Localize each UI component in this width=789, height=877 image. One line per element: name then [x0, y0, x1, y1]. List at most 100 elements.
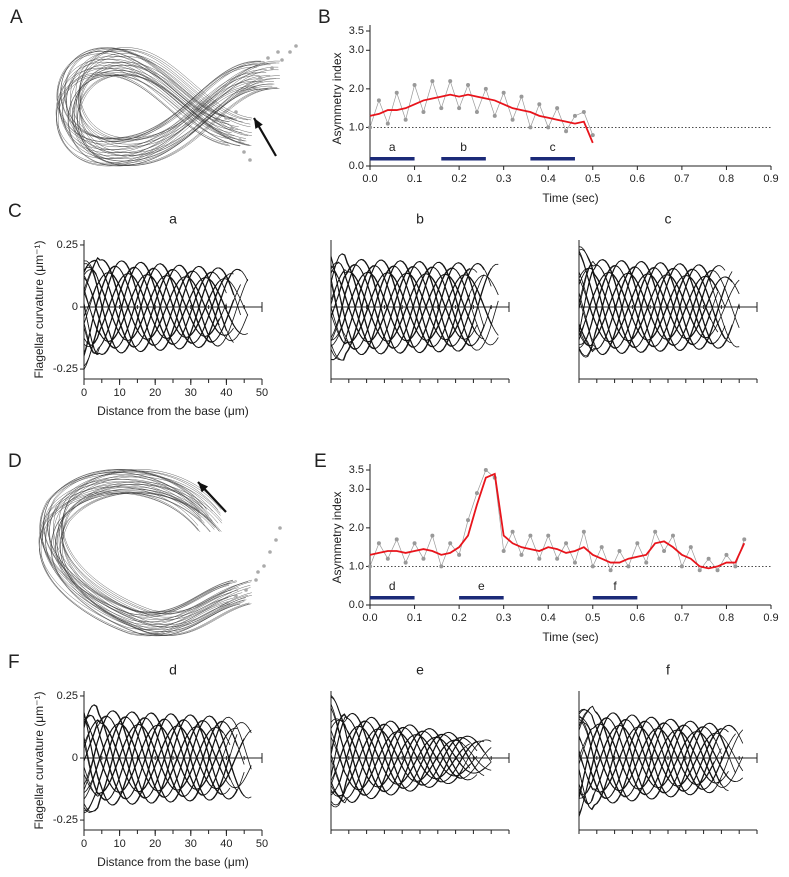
x-tick-label: 0.8: [719, 612, 734, 624]
trajectory-images: [38, 44, 298, 636]
waveform-curve: [83, 723, 252, 794]
waveform-curve: [83, 711, 245, 814]
raw-point: [403, 560, 408, 565]
waveform-curve: [83, 272, 227, 340]
trace-dot: [294, 44, 298, 48]
y-tick-label: 3.5: [349, 464, 364, 476]
raw-point: [385, 556, 390, 561]
x-axis-label: Distance from the base (μm): [97, 855, 249, 869]
waveform-curve: [83, 267, 227, 349]
waveform-curve: [330, 720, 485, 803]
trace-dot: [276, 50, 280, 54]
trace-dot: [274, 538, 278, 542]
waveform-curve: [83, 259, 234, 348]
flagellum-trace: [79, 74, 280, 166]
x-tick-label: 0: [81, 838, 87, 850]
raw-point: [421, 556, 426, 561]
raw-point: [697, 568, 702, 573]
trace-dot: [248, 158, 252, 162]
panel-title: b: [416, 211, 424, 227]
y-tick-label: 0.0: [349, 160, 364, 172]
flagellum-trace: [79, 47, 281, 139]
waveform-curve: [330, 271, 485, 347]
interval-label: e: [478, 579, 485, 593]
trace-dot: [230, 126, 234, 130]
x-tick-label: 20: [149, 838, 161, 850]
panel-title: a: [169, 211, 177, 227]
raw-point: [555, 556, 560, 561]
y-tick-label: 0: [72, 301, 78, 313]
waveform-curve: [330, 259, 499, 354]
waveform-curve: [578, 259, 733, 353]
flagellum-trace: [77, 74, 278, 166]
x-tick-label: 0.4: [541, 173, 556, 185]
raw-point: [474, 491, 479, 496]
raw-point: [457, 106, 462, 111]
raw-point: [537, 556, 542, 561]
waveform-curve: [330, 720, 464, 796]
y-axis-label: Flagellar curvature (μm⁻¹): [32, 241, 46, 379]
x-tick-label: 0.4: [541, 612, 556, 624]
raw-point: [466, 518, 471, 523]
x-tick-label: 0.7: [674, 173, 689, 185]
waveform-curve: [83, 724, 224, 797]
y-tick-label: 3.0: [349, 44, 364, 56]
waveform-curve: [578, 723, 722, 790]
waveform-bundle: [83, 256, 249, 370]
raw-point: [555, 106, 560, 111]
raw-point: [581, 529, 586, 534]
raw-point: [608, 568, 613, 573]
raw-point: [394, 537, 399, 542]
waveform-curve: [578, 714, 729, 810]
waveform-curve: [578, 719, 722, 805]
interval-label: c: [550, 140, 556, 154]
arrow-head: [254, 118, 263, 129]
interval-bar: [370, 157, 415, 161]
raw-point: [448, 541, 453, 546]
x-tick-label: 30: [185, 838, 197, 850]
waveform-curve: [83, 719, 245, 792]
x-tick-label: 0.2: [451, 173, 466, 185]
waveform-curve: [83, 263, 241, 354]
trace-dot: [238, 138, 242, 142]
raw-point: [448, 79, 453, 84]
y-tick-label: 3.0: [349, 483, 364, 495]
smoothed-line: [369, 472, 746, 570]
x-tick-label: 0.6: [630, 612, 645, 624]
y-tick-label: 0: [72, 752, 78, 764]
raw-point: [546, 125, 551, 130]
trace-dot: [244, 588, 248, 592]
x-tick-label: 30: [185, 387, 197, 399]
waveform-curve: [330, 713, 470, 796]
flagellum-trace: [74, 70, 275, 162]
raw-point: [528, 125, 533, 130]
waveform-curve: [578, 260, 712, 358]
x-tick-label: 0.1: [407, 173, 422, 185]
waveform-curve: [83, 267, 227, 354]
raw-point: [537, 102, 542, 107]
y-axis-label: Flagellar curvature (μm⁻¹): [32, 692, 46, 830]
waveform-curve: [83, 715, 231, 793]
interval-label: f: [613, 579, 617, 593]
waveform-curve: [578, 260, 740, 357]
panel-title: c: [665, 211, 672, 227]
waveform-bundle: [330, 695, 492, 808]
waveform-curve: [578, 252, 712, 349]
waveform-curve: [83, 274, 249, 342]
raw-point: [439, 106, 444, 111]
waveform-curve: [578, 272, 719, 347]
raw-point: [483, 86, 488, 91]
y-tick-label: 3.5: [349, 25, 364, 37]
x-tick-label: 0.0: [362, 612, 377, 624]
y-tick-label: 0.25: [57, 690, 78, 702]
x-tick-label: 0.0: [362, 173, 377, 185]
waveform-curve: [578, 716, 736, 804]
interval-bar: [530, 157, 575, 161]
waveform-curve: [330, 728, 492, 797]
trace-dot: [224, 116, 228, 120]
raw-point: [368, 564, 372, 569]
interval-label: d: [389, 579, 396, 593]
arrow-head: [198, 482, 209, 493]
trace-dot: [268, 550, 272, 554]
raw-point: [724, 552, 729, 557]
